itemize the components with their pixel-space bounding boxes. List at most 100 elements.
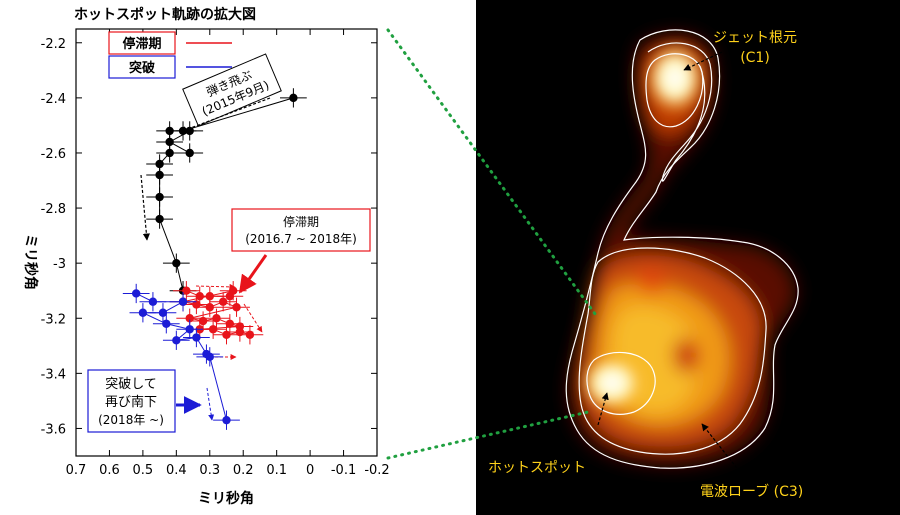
data-point bbox=[192, 300, 201, 309]
y-tick-label: -3 bbox=[53, 257, 66, 272]
data-point bbox=[205, 292, 214, 301]
hotspot-pointer bbox=[597, 392, 609, 426]
radio-lobe-label: 電波ローブ (C3) bbox=[700, 483, 803, 500]
data-point bbox=[289, 93, 298, 103]
x-tick-label: 0.1 bbox=[266, 463, 287, 478]
zoom-connectors bbox=[386, 28, 600, 460]
legend: 停滞期 突破 bbox=[108, 31, 232, 79]
data-point bbox=[232, 303, 241, 312]
y-tick-label: -2.2 bbox=[41, 37, 66, 52]
data-series bbox=[122, 88, 307, 430]
jet-base-id-label: (C1) bbox=[740, 50, 770, 66]
data-point bbox=[155, 214, 164, 224]
annotation-stagnation-text: 停滞期 bbox=[283, 214, 319, 229]
jet-base-pointer bbox=[683, 51, 723, 71]
y-tick-label: -2.6 bbox=[41, 147, 66, 162]
arrow-stagnation-pointer bbox=[238, 254, 268, 294]
data-point bbox=[205, 303, 214, 312]
radio-image-panel: ジェット根元 (C1) ホットスポット 電波ローブ (C3) bbox=[476, 0, 900, 515]
y-tick-label: -2.4 bbox=[41, 92, 66, 107]
y-axis-ticks: -2.2 -2.4 -2.6 -2.8 -3 -3.2 -3.4 -3.6 bbox=[41, 37, 377, 437]
image-labels: ジェット根元 (C1) ホットスポット 電波ローブ (C3) bbox=[488, 30, 803, 500]
x-tick-label: 0 bbox=[306, 463, 314, 478]
radio-lobe-pointer bbox=[701, 423, 741, 473]
contour-mid bbox=[578, 42, 767, 455]
data-point bbox=[228, 286, 238, 295]
chart-title: ホットスポット軌跡の拡大図 bbox=[74, 6, 256, 23]
data-point bbox=[172, 336, 181, 345]
data-point bbox=[185, 126, 194, 136]
series-2 bbox=[122, 283, 240, 430]
annotation-breakout-text: 突破して bbox=[105, 376, 157, 392]
annotation-breakout-date: (2018年 ~) bbox=[98, 413, 164, 427]
x-tick-label: 0.7 bbox=[66, 463, 87, 478]
data-point bbox=[245, 330, 255, 339]
data-point bbox=[178, 297, 188, 306]
legend-label-stagnation: 停滞期 bbox=[122, 36, 161, 52]
jet-base-label: ジェット根元 bbox=[713, 30, 797, 46]
y-tick-label: -3.6 bbox=[41, 422, 66, 437]
hotspot-core bbox=[578, 353, 646, 413]
data-point bbox=[222, 330, 231, 339]
legend-box-breakout bbox=[108, 55, 176, 79]
data-point bbox=[158, 308, 168, 317]
data-point bbox=[218, 297, 228, 306]
data-point bbox=[185, 325, 194, 334]
trajectory-chart: ホットスポット軌跡の拡大図 0.7 0.6 0.5 0.4 0.3 0.2 0.1 0 -0.1… bbox=[22, 6, 390, 507]
data-point bbox=[155, 159, 164, 169]
data-point bbox=[222, 415, 231, 425]
y-tick-label: -3.4 bbox=[41, 367, 66, 382]
data-point bbox=[205, 352, 214, 362]
x-tick-label: 0.3 bbox=[199, 463, 220, 478]
annotation-breakout-box bbox=[87, 369, 176, 433]
annotation-stagnation: 停滞期 (2016.7 ~ 2018年) bbox=[231, 208, 371, 252]
x-tick-label: 0.2 bbox=[233, 463, 254, 478]
data-point bbox=[165, 137, 174, 147]
x-axis-label: ミリ秒角 bbox=[198, 490, 254, 507]
x-tick-label: -0.2 bbox=[364, 463, 389, 478]
data-point bbox=[165, 148, 174, 158]
y-axis-label: ミリ秒角 bbox=[22, 234, 39, 290]
plot-frame bbox=[75, 28, 378, 457]
jet-base-core bbox=[643, 40, 707, 116]
data-point bbox=[225, 319, 235, 328]
arrow-bounce-direction bbox=[179, 97, 271, 134]
annotation-bounce: 弾き飛ぶ (2015年9月) bbox=[182, 53, 282, 127]
arrow-breakout-south bbox=[206, 387, 215, 421]
arrow-stagnation-loop-2 bbox=[243, 303, 263, 333]
data-point bbox=[185, 314, 194, 323]
y-tick-label: -2.8 bbox=[41, 202, 66, 217]
x-tick-label: -0.1 bbox=[331, 463, 356, 478]
data-point bbox=[185, 148, 194, 158]
contour-lines bbox=[565, 29, 799, 469]
x-tick-label: 0.4 bbox=[166, 463, 187, 478]
data-point bbox=[155, 170, 164, 180]
annotation-stagnation-date: (2016.7 ~ 2018年) bbox=[245, 232, 357, 246]
x-axis-ticks: 0.7 0.6 0.5 0.4 0.3 0.2 0.1 0 -0.1 -0.2 bbox=[66, 29, 390, 478]
data-point bbox=[162, 319, 171, 328]
annotation-bounce-box bbox=[182, 53, 282, 127]
data-point bbox=[138, 308, 148, 317]
series-0 bbox=[146, 88, 307, 301]
legend-label-breakout: 突破 bbox=[129, 60, 155, 76]
data-point bbox=[235, 327, 245, 337]
data-point bbox=[132, 289, 141, 298]
legend-box-stagnation bbox=[108, 31, 176, 55]
annotation-stagnation-box bbox=[231, 208, 371, 252]
data-point bbox=[208, 325, 218, 334]
zoom-connector-bottom bbox=[386, 410, 590, 460]
data-point bbox=[155, 192, 164, 202]
hotspot-label: ホットスポット bbox=[488, 460, 586, 476]
data-point bbox=[172, 258, 181, 268]
annotation-breakout-text-2: 再び南下 bbox=[105, 394, 157, 410]
data-point bbox=[198, 316, 208, 326]
data-point bbox=[165, 126, 174, 136]
y-tick-label: -3.2 bbox=[41, 312, 66, 327]
arrow-southward-black bbox=[140, 174, 150, 241]
data-point bbox=[148, 297, 158, 306]
data-point bbox=[192, 333, 201, 342]
arrow-stagnation-loop-1 bbox=[195, 283, 236, 290]
x-tick-label: 0.5 bbox=[133, 463, 154, 478]
data-point bbox=[182, 286, 191, 295]
x-tick-label: 0.6 bbox=[99, 463, 120, 478]
